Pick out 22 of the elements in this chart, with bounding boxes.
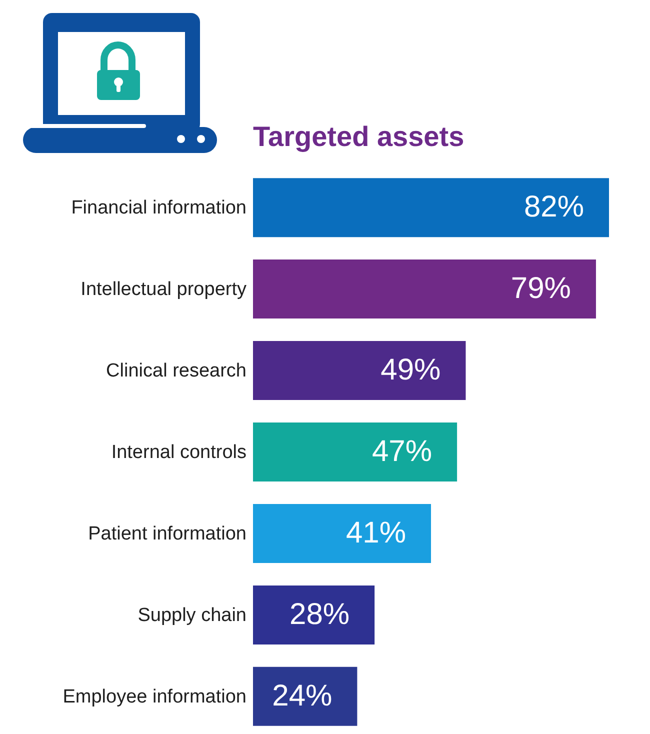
data-label: 24% xyxy=(272,679,332,712)
bar xyxy=(253,341,466,400)
chart-title: Targeted assets xyxy=(253,121,464,152)
y-tick-label: Internal controls xyxy=(111,442,246,463)
bar xyxy=(253,260,596,319)
y-tick-label: Patient information xyxy=(88,523,246,544)
bar xyxy=(253,422,458,482)
y-tick-label: Financial information xyxy=(71,198,246,219)
y-tick-label: Clinical research xyxy=(106,360,246,382)
bar xyxy=(253,585,375,644)
data-label: 82% xyxy=(524,190,584,224)
y-tick-label: Intellectual property xyxy=(80,279,247,300)
data-label: 41% xyxy=(346,516,406,550)
y-tick-label: Employee information xyxy=(62,686,246,708)
data-label: 28% xyxy=(290,598,350,631)
y-tick-label: Supply chain xyxy=(138,604,246,626)
data-label: 79% xyxy=(510,272,571,306)
data-label: 49% xyxy=(380,354,441,387)
data-label: 47% xyxy=(372,435,432,468)
bar xyxy=(253,666,358,726)
bar xyxy=(253,504,431,563)
bar xyxy=(253,178,609,238)
